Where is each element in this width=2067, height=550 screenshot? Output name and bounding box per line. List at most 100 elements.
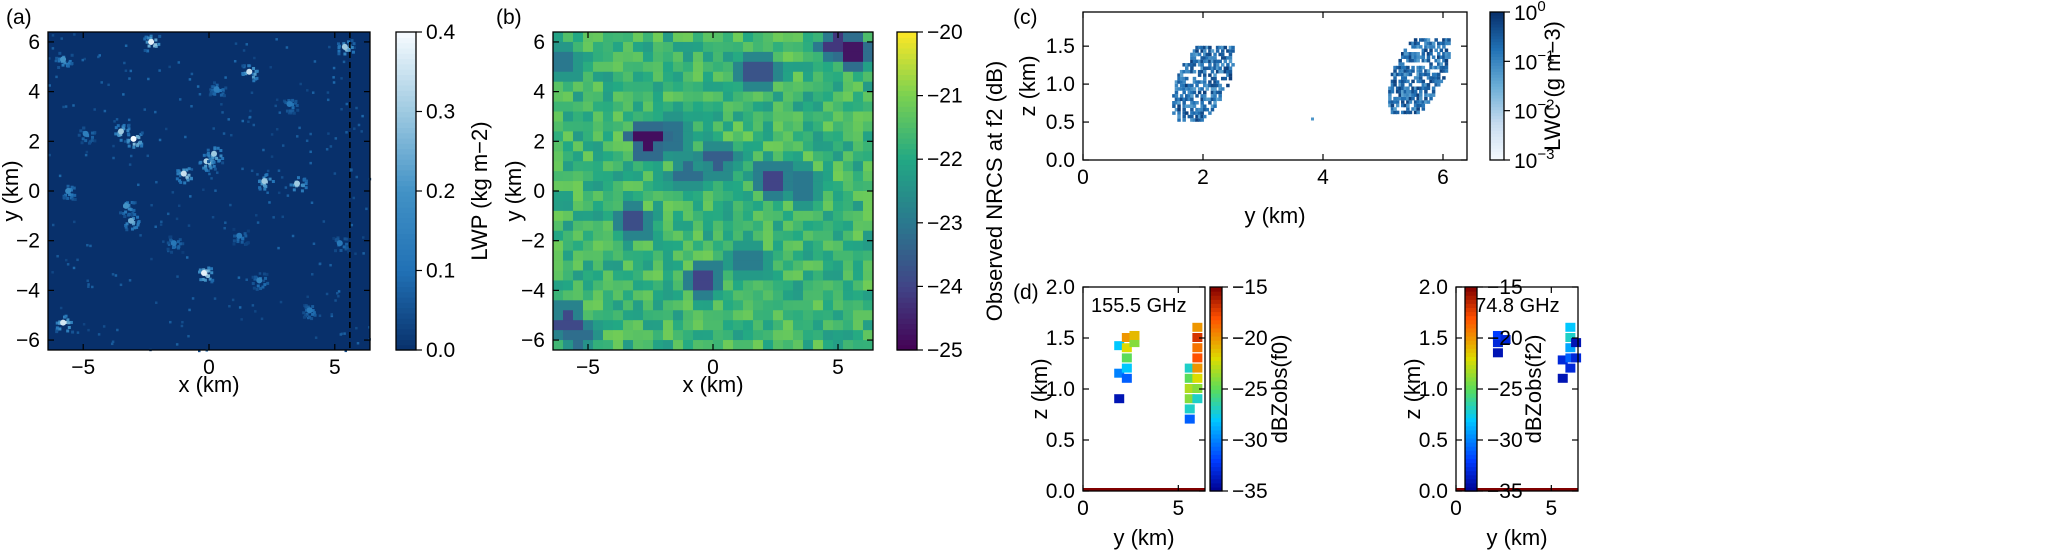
panel-a-cloud-pixel bbox=[337, 52, 341, 56]
panel-c-colorbar-segment bbox=[1490, 32, 1504, 37]
panel-c-cloud-pixel bbox=[1203, 94, 1207, 98]
panel-c-cloud-pixel bbox=[1226, 69, 1230, 74]
panel-a-speckle bbox=[318, 262, 322, 265]
panel-a-speckle bbox=[87, 328, 90, 332]
panel-b-cell bbox=[693, 200, 704, 212]
panel-b-cell bbox=[713, 200, 724, 212]
panel-b-cell bbox=[613, 101, 624, 112]
panel-a-cloud-pixel bbox=[71, 330, 75, 334]
panel-a-speckle bbox=[87, 283, 90, 286]
panel-a-cloud-pixel bbox=[345, 246, 349, 250]
panel-b-cell bbox=[663, 91, 674, 103]
panel-a-cloud-core bbox=[130, 135, 137, 142]
panel-c-cloud-pixel bbox=[1424, 48, 1428, 53]
panel-c-cloud-pixel bbox=[1413, 107, 1418, 111]
panel-b-cell bbox=[783, 191, 794, 202]
panel-a-speckle bbox=[237, 276, 241, 279]
panel-b-cell bbox=[833, 111, 844, 122]
panel-b-cell bbox=[683, 121, 694, 132]
radar-reflectivity-bin bbox=[1184, 363, 1195, 373]
panel-a-cloud-core bbox=[286, 101, 293, 108]
panel-b-cell bbox=[803, 260, 814, 271]
panel-b-cell bbox=[733, 330, 744, 341]
panel-a-speckle bbox=[85, 150, 89, 154]
panel-b-cell bbox=[573, 131, 584, 142]
panel-b-xtick-label: 0 bbox=[707, 356, 719, 379]
panel-a-cloud-pixel bbox=[70, 185, 74, 189]
panel-c-cloud-pixel bbox=[1177, 97, 1181, 102]
panel-b-colorbar-segment bbox=[897, 79, 917, 86]
panel-c-cloud-pixel bbox=[1221, 69, 1225, 74]
panel-b-cell bbox=[613, 230, 624, 242]
panel-c-cloud-pixel bbox=[1406, 58, 1410, 63]
panel-c-colorbar-segment bbox=[1490, 38, 1504, 43]
panel-c-cloud-pixel bbox=[1182, 69, 1186, 74]
panel-a-cloud-pixel bbox=[253, 277, 257, 281]
panel-c-cloud-pixel bbox=[1192, 69, 1197, 74]
panel-b-cell bbox=[673, 101, 684, 112]
panel-b-cell bbox=[743, 32, 754, 43]
panel-c-cloud-pixel bbox=[1172, 101, 1176, 105]
panel-a-speckle bbox=[329, 263, 332, 267]
panel-c-cloud-pixel bbox=[1221, 56, 1225, 60]
panel-b-cell bbox=[763, 191, 774, 202]
panel-a-cloud-core bbox=[306, 307, 313, 314]
panel-c-cloud-pixel bbox=[1413, 52, 1418, 56]
panel-c-ytick-label: 0.0 bbox=[1046, 149, 1075, 172]
panel-c-letter: (c) bbox=[1013, 6, 1038, 29]
radar-colorbar-segment bbox=[1210, 389, 1222, 394]
radar-frequency-label: 174.8 GHz bbox=[1464, 295, 1560, 317]
panel-b-cell bbox=[813, 141, 824, 152]
panel-a-speckle bbox=[340, 107, 343, 111]
panel-c-cloud-pixel bbox=[1406, 110, 1410, 115]
panel-c-colorbar-segment bbox=[1490, 145, 1504, 149]
panel-b-cell bbox=[583, 121, 594, 132]
panel-c-cloud-pixel bbox=[1203, 90, 1207, 95]
panel-a-speckle bbox=[58, 174, 62, 178]
panel-a-cloud-core bbox=[294, 180, 301, 187]
panel-a-speckle bbox=[327, 132, 330, 135]
panel-a-cloud-pixel bbox=[244, 72, 248, 76]
panel-b-cell bbox=[663, 191, 674, 202]
panel-b-cell bbox=[703, 250, 714, 262]
panel-a-colorbar-segment bbox=[396, 122, 416, 128]
panel-a-colorbar-segment bbox=[396, 191, 416, 197]
panel-a-cloud-pixel bbox=[166, 241, 170, 245]
panel-a-speckle bbox=[260, 317, 264, 321]
radar-colorbar-segment bbox=[1465, 429, 1477, 435]
panel-b-cell bbox=[683, 32, 694, 43]
panel-b-cell bbox=[793, 101, 804, 112]
panel-b-cell bbox=[673, 51, 684, 63]
panel-b-cell bbox=[663, 51, 674, 63]
panel-c-cloud-pixel bbox=[1203, 69, 1207, 74]
panel-a-speckle bbox=[266, 169, 270, 173]
panel-a-cloud-pixel bbox=[292, 111, 296, 115]
panel-b-cell bbox=[843, 171, 854, 182]
panel-b-cell bbox=[663, 230, 674, 242]
panel-c-cloud-pixel bbox=[1203, 80, 1207, 84]
panel-b-cell bbox=[813, 121, 824, 132]
panel-b-cell bbox=[813, 280, 824, 291]
panel-a-cloud-pixel bbox=[258, 187, 262, 191]
panel-b-cell bbox=[603, 61, 614, 73]
panel-b-cell bbox=[593, 240, 604, 252]
panel-a-cloud-pixel bbox=[343, 52, 347, 56]
panel-b-cell bbox=[843, 32, 854, 43]
panel-a-colorbar-segment bbox=[396, 169, 416, 176]
panel-c-cloud-pixel bbox=[1421, 38, 1426, 42]
panel-c-cloud-pixel bbox=[1228, 52, 1233, 57]
panel-b-cell bbox=[553, 161, 564, 172]
radar-colorbar-segment bbox=[1465, 442, 1477, 447]
panel-a-cloud-pixel bbox=[253, 72, 257, 76]
panel-a-cloud-pixel bbox=[127, 127, 131, 131]
panel-b-cell bbox=[723, 320, 734, 331]
panel-a-speckle bbox=[354, 252, 357, 255]
panel-b-cell bbox=[643, 171, 654, 182]
panel-a-cloud-pixel bbox=[72, 186, 76, 190]
panel-c-colorbar-segment bbox=[1490, 154, 1504, 158]
panel-b-cell bbox=[663, 240, 674, 252]
panel-c-cloud-pixel bbox=[1401, 100, 1405, 104]
panel-b-cell bbox=[603, 171, 614, 182]
panel-a-speckle bbox=[326, 98, 330, 102]
